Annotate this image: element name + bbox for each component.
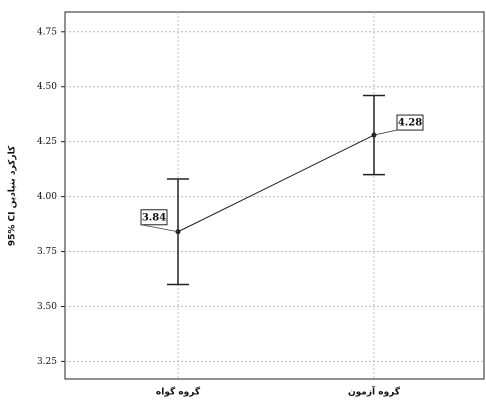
- y-axis-label: 95% CI کارکرد بنیادین: [8, 145, 18, 246]
- y-tick-label: 4.25: [37, 137, 57, 147]
- value-label-leader: [141, 225, 178, 232]
- line: [178, 135, 374, 232]
- y-tick-label: 3.75: [37, 247, 57, 257]
- x-tick-label: گروه گواه: [156, 386, 201, 398]
- y-tick-label: 3.50: [37, 302, 57, 312]
- value-label-leader: [374, 130, 397, 135]
- value-label: 3.84: [142, 212, 166, 223]
- y-tick-label: 4.75: [37, 27, 57, 37]
- y-tick-label: 4.50: [37, 82, 57, 92]
- y-tick-label: 3.25: [37, 357, 57, 367]
- chart: 95% CI کارکرد بنیادین 3.25 3.50 3.75 4.00 4.…: [0, 0, 486, 400]
- plot-frame: [65, 12, 484, 379]
- page: {"chart_data": {"type": "errorbar-line",…: [0, 0, 486, 400]
- y-tick-label: 4.00: [37, 192, 57, 202]
- x-tick-label: گروه آزمون: [348, 386, 401, 398]
- value-label: 4.28: [398, 118, 422, 129]
